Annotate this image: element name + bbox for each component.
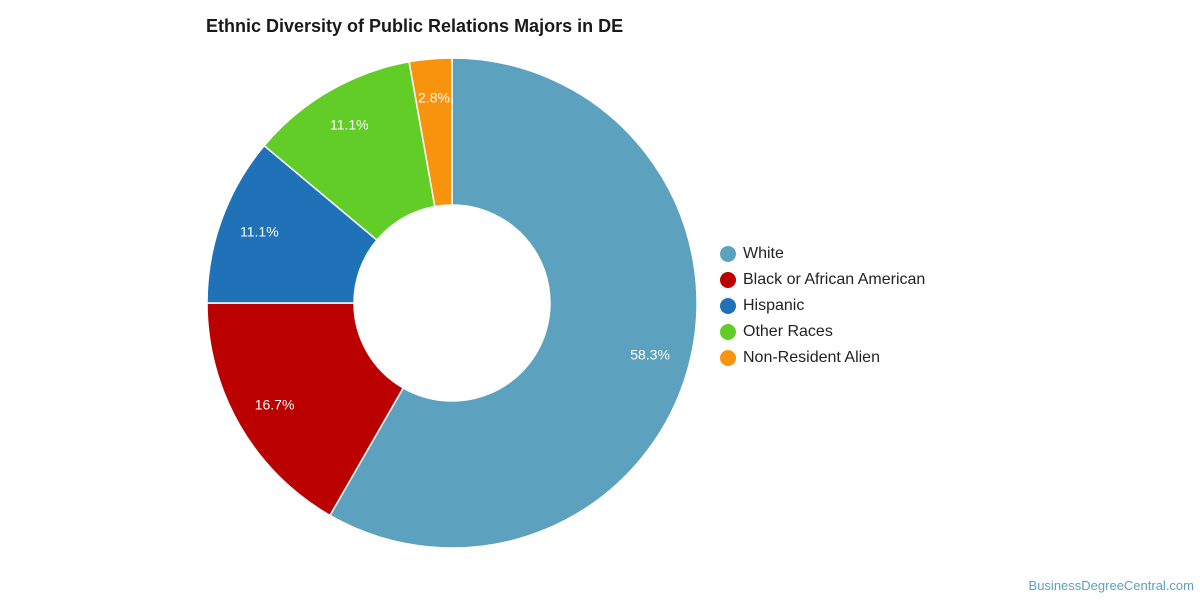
legend-item-hispanic[interactable]: Hispanic bbox=[720, 293, 925, 319]
chart-title: Ethnic Diversity of Public Relations Maj… bbox=[206, 16, 624, 36]
slice-hispanic[interactable] bbox=[206, 144, 378, 304]
slice-non-resident-alien[interactable] bbox=[408, 57, 453, 208]
legend: White Black or African American Hispanic… bbox=[720, 241, 925, 371]
slice-label: 11.1% bbox=[330, 116, 369, 132]
legend-swatch bbox=[720, 350, 736, 366]
source-credit[interactable]: BusinessDegreeCentral.com bbox=[1028, 578, 1194, 593]
labels-group: 58.3% 16.7% 11.1% 11.1% 2.8% bbox=[240, 89, 670, 412]
legend-label: Black or African American bbox=[743, 271, 926, 288]
legend-swatch bbox=[720, 246, 736, 262]
legend-label: White bbox=[743, 245, 784, 262]
slices-group bbox=[206, 57, 698, 549]
legend-item-other-races[interactable]: Other Races bbox=[720, 319, 925, 345]
legend-swatch bbox=[720, 298, 736, 314]
legend-item-black-or-african-american[interactable]: Black or African American bbox=[720, 267, 925, 293]
slice-label: 58.3% bbox=[630, 347, 670, 363]
slice-label: 11.1% bbox=[240, 224, 279, 240]
legend-swatch bbox=[720, 324, 736, 340]
legend-label: Non-Resident Alien bbox=[743, 349, 880, 366]
slice-white[interactable] bbox=[328, 57, 698, 549]
slice-other-races[interactable] bbox=[263, 60, 436, 242]
legend-label: Other Races bbox=[743, 323, 833, 340]
legend-label: Hispanic bbox=[743, 297, 805, 314]
slice-label: 16.7% bbox=[255, 396, 295, 412]
legend-item-non-resident-alien[interactable]: Non-Resident Alien bbox=[720, 345, 925, 371]
legend-swatch bbox=[720, 272, 736, 288]
slice-label: 2.8% bbox=[418, 89, 450, 105]
slice-black-or-african-american[interactable] bbox=[206, 302, 405, 517]
legend-item-white[interactable]: White bbox=[720, 241, 925, 267]
